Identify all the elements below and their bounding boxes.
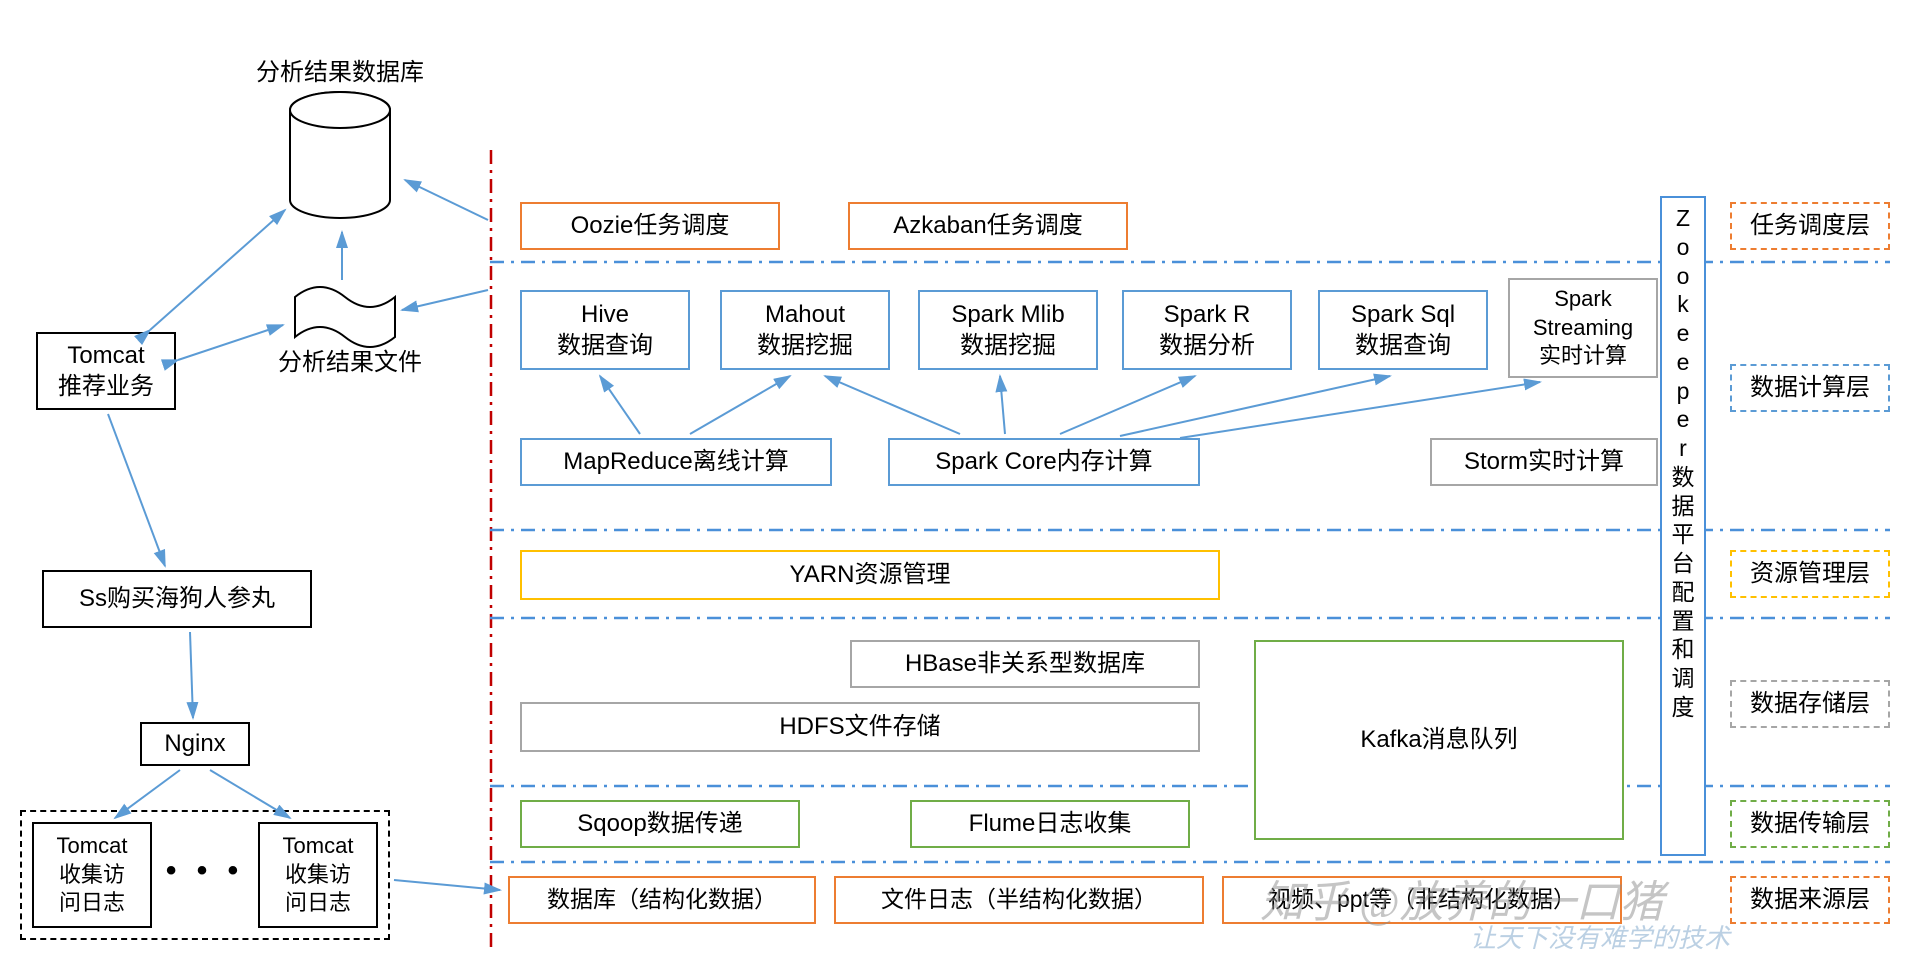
oozie-box: Oozie任务调度	[520, 202, 780, 250]
left-arrows	[0, 0, 500, 950]
layer-label-source: 数据来源层	[1730, 876, 1890, 924]
file-flag	[290, 282, 400, 352]
source-db-box: 数据库（结构化数据）	[508, 876, 816, 924]
db-cylinder	[280, 90, 400, 230]
layer-label-storage: 数据存储层	[1730, 680, 1890, 728]
azkaban-box: Azkaban任务调度	[848, 202, 1128, 250]
ellipsis: • • •	[160, 850, 250, 890]
tomcat-collect-1: Tomcat 收集访 问日志	[32, 822, 152, 928]
layer-label-transport: 数据传输层	[1730, 800, 1890, 848]
storm-box: Storm实时计算	[1430, 438, 1658, 486]
hbase-box: HBase非关系型数据库	[850, 640, 1200, 688]
tomcat-collect-2: Tomcat 收集访 问日志	[258, 822, 378, 928]
tomcat-rec: Tomcat 推荐业务	[36, 332, 176, 410]
layer-label-resource: 资源管理层	[1730, 550, 1890, 598]
sparkmlib-box: Spark Mlib 数据挖掘	[918, 290, 1098, 370]
sparkr-box: Spark R 数据分析	[1122, 290, 1292, 370]
hive-box: Hive 数据查询	[520, 290, 690, 370]
sparkstream-box: Spark Streaming 实时计算	[1508, 278, 1658, 378]
layer-label-task: 任务调度层	[1730, 202, 1890, 250]
nginx-box: Nginx	[140, 722, 250, 766]
kafka-box: Kafka消息队列	[1254, 640, 1624, 840]
watermark-sub: 让天下没有难学的技术	[1470, 918, 1730, 955]
mapreduce-box: MapReduce离线计算	[520, 438, 832, 486]
layer-label-compute: 数据计算层	[1730, 364, 1890, 412]
file-label: 分析结果文件	[250, 348, 450, 378]
zookeeper-box: Z o o k e e p e r 数 据 平 台 配 置 和 调 度	[1660, 196, 1706, 856]
hdfs-box: HDFS文件存储	[520, 702, 1200, 752]
source-filelog-box: 文件日志（半结构化数据）	[834, 876, 1204, 924]
sparkcore-box: Spark Core内存计算	[888, 438, 1200, 486]
db-label: 分析结果数据库	[230, 58, 450, 88]
sqoop-box: Sqoop数据传递	[520, 800, 800, 848]
yarn-box: YARN资源管理	[520, 550, 1220, 600]
flume-box: Flume日志收集	[910, 800, 1190, 848]
ss-box: Ss购买海狗人参丸	[42, 570, 312, 628]
mahout-box: Mahout 数据挖掘	[720, 290, 890, 370]
sparksql-box: Spark Sql 数据查询	[1318, 290, 1488, 370]
